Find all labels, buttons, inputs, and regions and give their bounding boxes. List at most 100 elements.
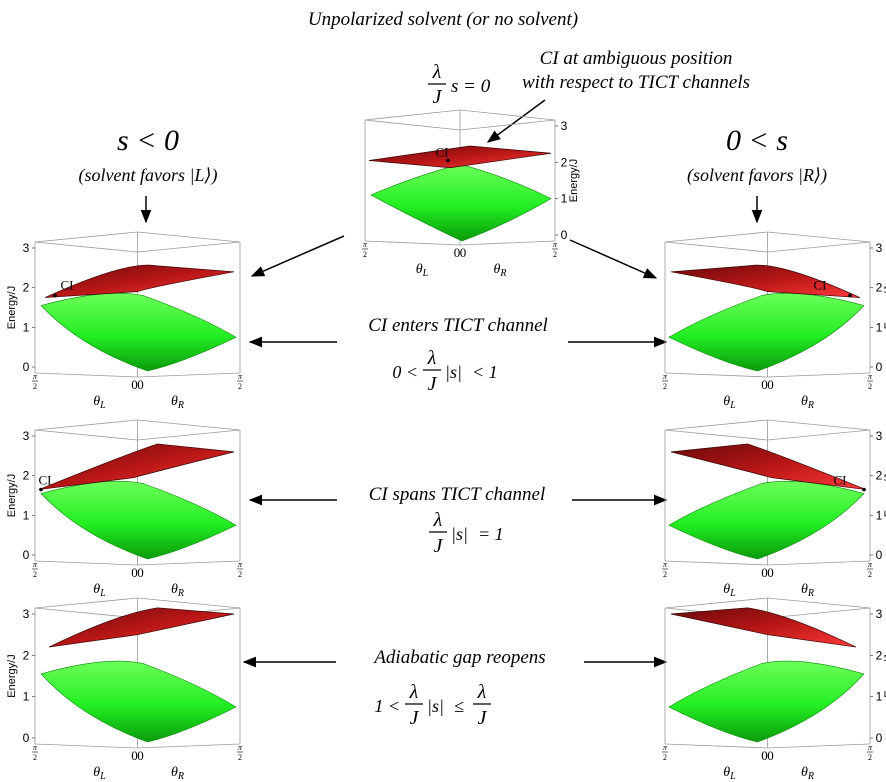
theta-L-label: θL [416, 262, 429, 279]
pi-over-2-tick: π2 [237, 743, 243, 762]
row1-cond-right: < 1 [472, 362, 498, 382]
plot-box-edge [664, 231, 768, 243]
upper-energy-surface [48, 607, 235, 648]
tick-pi: π [33, 372, 38, 381]
right-subheading: (solvent favors |R⟩) [687, 165, 827, 186]
tick-zero-left: 0 [761, 377, 768, 392]
ci-label: CI [436, 145, 449, 160]
tick-pi: π [33, 743, 38, 752]
tick-zero-left: 0 [761, 565, 768, 580]
tick-pi: π [238, 743, 243, 752]
tick-zero-right: 0 [137, 748, 144, 763]
z-tick-label: 3 [23, 241, 30, 255]
theta-L-label: θL [93, 582, 106, 599]
tick-zero-right: 0 [767, 377, 774, 392]
plot-box-edge [767, 560, 871, 566]
upper-energy-surface [670, 607, 857, 648]
plot-box-edge [137, 560, 241, 566]
row2-condition: λ J |s| = 1 [429, 509, 504, 557]
lower-energy-surface [668, 480, 865, 560]
z-tick-label: 2 [23, 281, 30, 295]
tick-two: 2 [868, 570, 872, 579]
plot-box-edge [767, 743, 871, 749]
tick-pi: π [363, 240, 368, 249]
row1-condition: 0 < λ J |s| < 1 [392, 347, 497, 395]
z-tick-label: 0 [876, 360, 883, 374]
plot-box-edge [34, 241, 138, 253]
tick-two: 2 [663, 570, 667, 579]
theta-R-label: θR [171, 765, 184, 782]
tick-pi: π [33, 560, 38, 569]
z-axis-label: Energy/J [568, 159, 580, 202]
upper-energy-surface [670, 443, 867, 490]
plot-box-edge [364, 109, 461, 121]
z-tick-label: 0 [876, 548, 883, 562]
row3-label: Adiabatic gap reopens [372, 647, 545, 668]
row2-J: J [434, 535, 444, 557]
upper-energy-surface [368, 145, 552, 169]
tick-zero-right: 0 [767, 748, 774, 763]
z-tick-label: 2 [876, 469, 883, 483]
lower-energy-surface [40, 292, 237, 372]
z-tick-label: 1 [23, 508, 30, 522]
left-subheading: (solvent favors |L⟩) [79, 165, 218, 186]
plot-box-edge [137, 372, 241, 378]
z-tick-label: 2 [876, 281, 883, 295]
tick-pi: π [868, 560, 873, 569]
tick-pi: π [868, 743, 873, 752]
tick-two: 2 [33, 382, 37, 391]
pi-over-2-tick: π2 [32, 560, 38, 579]
tick-pi: π [663, 743, 668, 752]
ci-note-arrow [486, 99, 546, 143]
tick-zero-left: 0 [454, 245, 461, 260]
z-tick-label: 2 [561, 155, 568, 169]
z-tick-label: 3 [876, 241, 883, 255]
plot-box-edge [364, 119, 461, 131]
theta-L-label: θL [93, 394, 106, 411]
right-heading: 0 < s [726, 124, 788, 157]
tick-zero-right: 0 [137, 377, 144, 392]
plot-box-edge [34, 743, 138, 749]
plot-box-edge [34, 231, 138, 243]
ci-note-line1: CI at ambiguous position [540, 48, 733, 69]
theta-R-label: θR [801, 765, 814, 782]
z-axis-label: Energy/J [6, 286, 18, 329]
upper-energy-surface [38, 443, 235, 490]
tick-two: 2 [663, 382, 667, 391]
row2-cond-right: = 1 [478, 524, 504, 544]
row3-J-2: J [478, 707, 488, 729]
z-tick-label: 0 [23, 548, 30, 562]
tick-two: 2 [33, 753, 37, 762]
z-tick-label: 3 [876, 607, 883, 621]
pi-over-2-tick: π2 [552, 240, 558, 259]
pi-over-2-tick: π2 [362, 240, 368, 259]
row3-lambda-1: λ [409, 681, 419, 703]
lower-energy-surface [668, 660, 865, 743]
lower-energy-surface [40, 480, 237, 560]
tick-two: 2 [868, 753, 872, 762]
z-tick-label: 2 [876, 648, 883, 662]
center-to-right-arrow [569, 239, 658, 279]
left-heading: s < 0 [117, 124, 179, 157]
tick-two: 2 [553, 250, 557, 259]
tick-two: 2 [663, 753, 667, 762]
tick-pi: π [663, 372, 668, 381]
ci-point [446, 158, 450, 163]
row1-cond-left: 0 < [392, 362, 418, 382]
row1-cond-mid: |s| [445, 362, 462, 382]
z-tick-label: 3 [23, 607, 30, 621]
z-tick-label: 3 [561, 119, 568, 133]
plot-box-edge [364, 240, 461, 246]
ci-label: CI [834, 472, 847, 487]
row3-condition: 1 < λ J |s| ≤ λ J [374, 681, 491, 729]
tick-zero-right: 0 [767, 565, 774, 580]
tick-pi: π [663, 560, 668, 569]
plot-box-edge [34, 429, 138, 441]
plot-box-edge [767, 429, 871, 441]
